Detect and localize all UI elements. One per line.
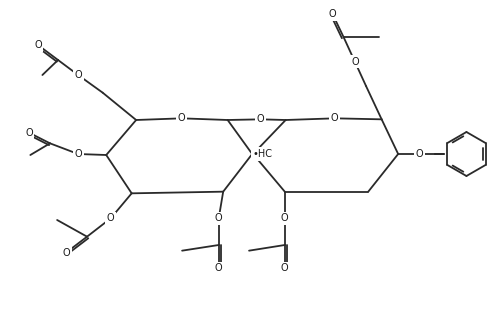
Text: O: O [74, 70, 82, 80]
Text: O: O [257, 114, 265, 124]
Text: O: O [34, 40, 42, 50]
Text: O: O [178, 113, 186, 123]
Text: O: O [329, 9, 336, 19]
Text: O: O [351, 57, 358, 67]
Text: O: O [215, 263, 222, 273]
Text: O: O [281, 263, 289, 273]
Text: O: O [74, 149, 82, 159]
Text: •HC: •HC [252, 149, 272, 159]
Text: O: O [416, 149, 423, 159]
Text: O: O [62, 248, 70, 258]
Text: O: O [281, 213, 289, 223]
Text: O: O [215, 213, 222, 223]
Text: O: O [107, 213, 114, 223]
Text: O: O [331, 113, 339, 123]
Text: O: O [25, 128, 33, 138]
